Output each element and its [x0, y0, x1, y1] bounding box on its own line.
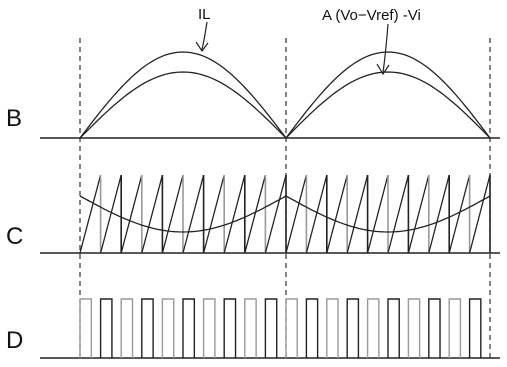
pulse [326, 298, 339, 358]
pulse [202, 298, 216, 358]
row-d-waveforms [40, 298, 500, 359]
sawtooth-ramp [120, 174, 143, 254]
row-b-waveforms [40, 51, 500, 139]
pulse [141, 298, 154, 358]
pulse [428, 298, 441, 358]
pulse [285, 298, 298, 358]
pulse [99, 298, 113, 358]
sawtooth-ramp [99, 174, 122, 254]
row-label-d: D [6, 327, 23, 354]
pulse [387, 298, 400, 358]
pulse [305, 298, 319, 358]
annotation-il: IL [198, 6, 211, 23]
pulse [79, 298, 93, 358]
sawtooth-ramp [264, 174, 287, 254]
row-label-c: C [6, 223, 23, 250]
annotation-arrows [195, 21, 390, 76]
il-arrow-line [201, 21, 208, 51]
sawtooth-ramp [141, 174, 164, 254]
il-arrow-head [195, 41, 209, 53]
row-label-b: B [6, 105, 22, 132]
pulse [120, 298, 134, 358]
comparison-curve [79, 195, 491, 233]
ref-arrow-head [376, 63, 390, 76]
sawtooth-ramp [407, 174, 430, 254]
sawtooth-ramp [428, 174, 450, 254]
pulse [244, 298, 257, 358]
sawtooth-ramp [326, 174, 348, 254]
sawtooth-ramp [161, 174, 184, 254]
sawtooth-ramp [448, 174, 471, 254]
sawtooth-ramp [468, 174, 491, 254]
pulse [468, 298, 482, 358]
sawtooth-ramp [223, 174, 246, 254]
sawtooth-ramp [244, 174, 267, 254]
annotation-reference: A (Vo−Vref) -Vi [322, 7, 421, 24]
reference-waveform [79, 71, 491, 139]
pulse [366, 298, 380, 358]
pulse-train [79, 298, 482, 358]
sawtooth-waveform [79, 174, 491, 254]
pulse [448, 298, 462, 358]
pulse [161, 298, 175, 358]
sawtooth-ramp [366, 174, 389, 254]
sawtooth-ramp [387, 174, 410, 254]
sawtooth-ramp [182, 174, 205, 254]
ref-arrow-line [382, 23, 389, 74]
pulse [264, 298, 278, 358]
sawtooth-ramp [79, 174, 102, 254]
inductor-current-waveform [79, 51, 491, 139]
pulse [223, 298, 237, 358]
row-c-waveforms [40, 174, 500, 254]
pulse [407, 298, 421, 358]
sawtooth-ramp [202, 174, 225, 254]
sawtooth-ramp [305, 174, 328, 254]
sawtooth-ramp [346, 174, 369, 254]
pulse [182, 298, 196, 358]
pulse [346, 298, 360, 358]
sawtooth-ramp [285, 174, 308, 254]
